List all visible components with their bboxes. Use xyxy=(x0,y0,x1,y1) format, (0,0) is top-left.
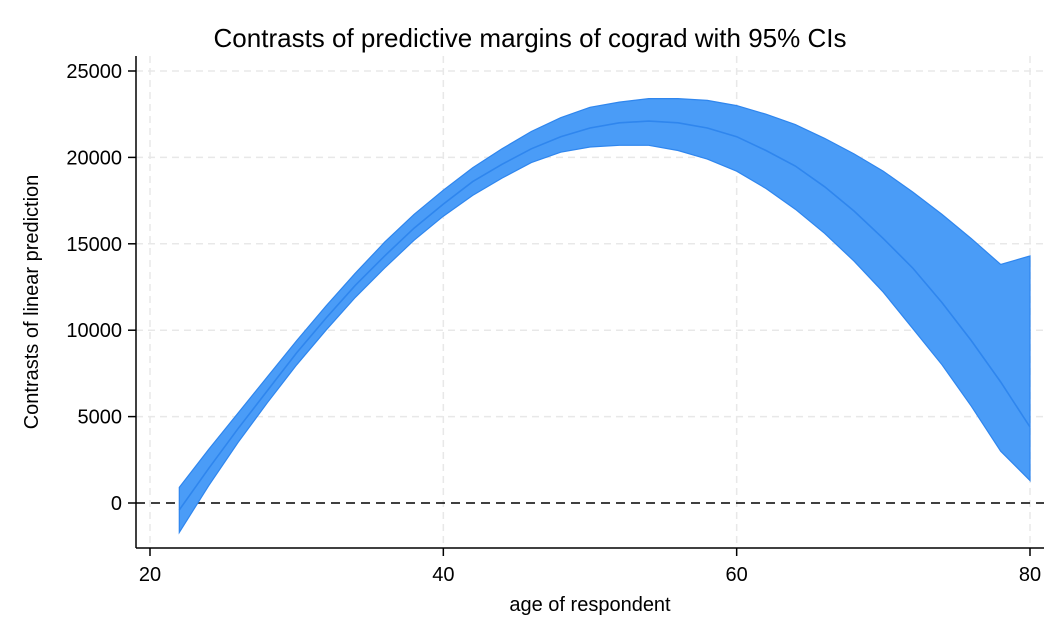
y-tick-label: 5000 xyxy=(78,407,123,429)
confidence-interval-band xyxy=(178,98,1031,535)
x-tick-label: 20 xyxy=(139,564,161,586)
y-ticks: 0 5000 10000 15000 20000 25000 xyxy=(66,61,136,515)
y-tick-label: 15000 xyxy=(66,234,122,256)
x-tick-label: 80 xyxy=(1019,564,1041,586)
chart-title: Contrasts of predictive margins of cogra… xyxy=(214,23,847,53)
y-tick-label: 20000 xyxy=(66,147,122,169)
y-axis-label: Contrasts of linear prediction xyxy=(21,175,43,430)
contrast-line xyxy=(178,120,1031,511)
y-tick-label: 10000 xyxy=(66,320,122,342)
y-tick-label: 0 xyxy=(111,493,122,515)
y-tick-label: 25000 xyxy=(66,61,122,83)
x-tick-label: 40 xyxy=(432,564,454,586)
plot-area xyxy=(178,98,1031,535)
x-axis-label: age of respondent xyxy=(509,594,671,616)
x-ticks: 20 40 60 80 xyxy=(139,548,1041,586)
x-tick-label: 60 xyxy=(726,564,748,586)
